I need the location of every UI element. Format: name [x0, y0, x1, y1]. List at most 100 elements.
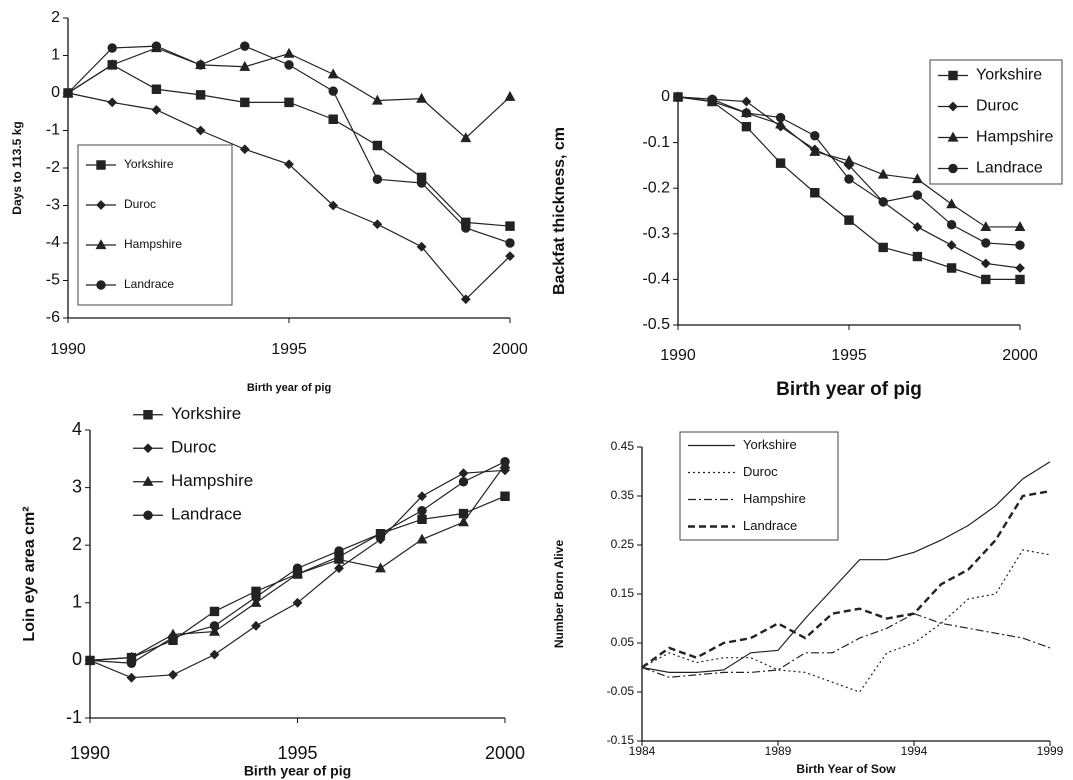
marker — [810, 188, 820, 198]
marker — [168, 669, 178, 680]
y-axis-label: Loin eye area cm² — [21, 506, 38, 641]
marker — [168, 632, 178, 643]
legend-label: Duroc — [124, 197, 156, 211]
marker — [284, 60, 294, 70]
legend: Yorkshire Duroc Hampshire Landrace — [77, 144, 233, 306]
marker — [417, 514, 427, 524]
marker — [239, 144, 250, 155]
y-tick-label: -1 — [46, 122, 60, 139]
marker — [775, 118, 787, 129]
y-tick-label: 2 — [72, 534, 82, 554]
x-tick-label: 1995 — [271, 341, 307, 358]
marker — [195, 60, 206, 70]
series-line — [641, 549, 1051, 693]
y-tick-label: 0.05 — [611, 635, 635, 649]
legend-label: Hampshire — [743, 491, 806, 506]
y-tick-label: -3 — [46, 197, 60, 214]
x-axis-label: Birth year of pig — [247, 382, 331, 394]
marker — [416, 92, 428, 103]
marker — [775, 112, 786, 123]
marker — [809, 145, 821, 156]
marker — [948, 163, 958, 174]
marker — [240, 97, 250, 108]
marker — [505, 251, 515, 262]
marker — [417, 491, 427, 502]
y-tick-label: -0.2 — [642, 179, 670, 196]
x-tick-label: 2000 — [1002, 347, 1038, 364]
marker — [209, 606, 220, 617]
marker — [741, 108, 752, 118]
marker — [416, 241, 427, 252]
x-tick-label: 2000 — [485, 743, 525, 763]
marker — [947, 131, 959, 142]
legend-label: Landrace — [976, 160, 1043, 177]
chart-panel: -0.15 -0.05 0.05 0.15 0.25 0.35 0.45 1984 1989 19… — [552, 431, 1064, 776]
y-tick-label: 1 — [51, 47, 60, 64]
legend-label: Landrace — [743, 518, 797, 533]
marker — [500, 456, 510, 467]
marker — [946, 263, 957, 273]
x-tick-label: 1999 — [1037, 744, 1064, 758]
marker — [63, 88, 73, 98]
marker — [458, 468, 469, 479]
marker — [707, 94, 717, 104]
marker — [371, 94, 383, 105]
chart-panel: -1 0 1 2 3 4 1990 1995 2000 Birth year of pig Loin… — [21, 404, 525, 778]
legend-box — [679, 431, 839, 541]
legend: Yorkshire Duroc Hampshire Landrace — [679, 431, 839, 541]
marker — [328, 114, 338, 124]
marker — [980, 258, 991, 269]
y-tick-label: -0.4 — [642, 271, 670, 288]
marker — [292, 597, 303, 608]
legend-label: Hampshire — [124, 237, 182, 251]
x-tick-label: 1995 — [277, 743, 317, 763]
marker — [251, 620, 261, 631]
marker — [946, 219, 957, 230]
marker — [151, 84, 162, 94]
y-tick-label: 2 — [51, 9, 60, 26]
marker — [375, 562, 386, 573]
marker — [504, 90, 516, 101]
marker — [458, 508, 469, 519]
marker — [151, 104, 162, 115]
marker — [292, 568, 303, 579]
marker — [946, 198, 958, 209]
y-tick-label: -6 — [46, 309, 60, 326]
marker — [1015, 263, 1025, 273]
y-tick-label: -2 — [46, 159, 60, 176]
marker — [209, 621, 220, 631]
marker — [948, 70, 958, 81]
marker — [460, 132, 472, 143]
legend-label: Duroc — [171, 438, 217, 457]
marker — [195, 125, 206, 136]
marker — [775, 158, 786, 168]
marker — [239, 60, 251, 71]
x-axis-label: Birth Year of Sow — [796, 762, 896, 776]
series-line — [641, 489, 1051, 669]
marker — [251, 592, 261, 602]
x-axis-label: Birth year of pig — [776, 379, 922, 400]
series-line — [641, 612, 1051, 678]
legend-label: Yorkshire — [743, 437, 797, 452]
marker — [500, 491, 510, 501]
series-line — [89, 461, 506, 664]
marker — [458, 477, 469, 487]
marker — [981, 238, 991, 248]
marker — [912, 190, 923, 200]
y-tick-label: -0.5 — [642, 316, 670, 333]
marker — [1015, 274, 1025, 285]
x-tick-label: 2000 — [492, 341, 528, 358]
marker — [126, 658, 137, 668]
marker — [375, 528, 386, 539]
marker — [142, 475, 154, 486]
marker — [458, 516, 469, 527]
y-axis-label: Days to 113.5 kg — [10, 121, 24, 214]
marker — [980, 221, 992, 232]
x-tick-label: 1990 — [70, 743, 110, 763]
marker — [143, 443, 153, 454]
legend-label: Yorkshire — [171, 404, 241, 423]
marker — [673, 92, 683, 102]
x-tick-label: 1990 — [660, 347, 696, 364]
marker — [505, 221, 515, 231]
